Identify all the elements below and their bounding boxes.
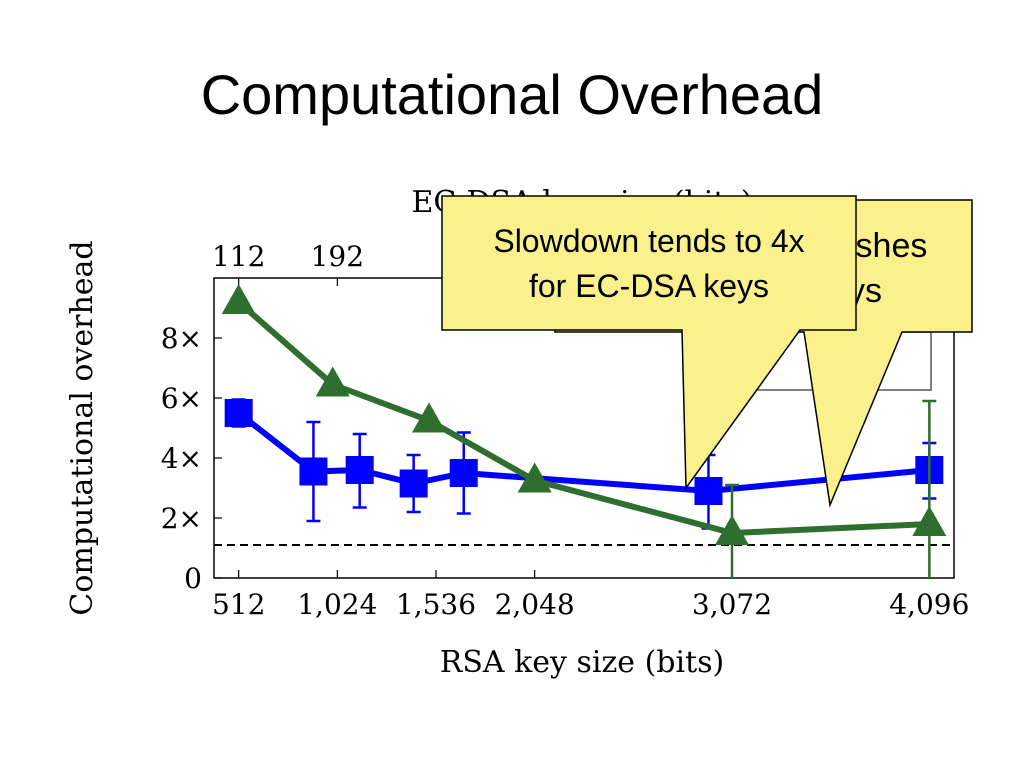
callout-back-line1: ishes [848, 227, 927, 265]
data-point [449, 459, 478, 487]
data-point [412, 402, 447, 433]
x-tick-label: 512 [212, 588, 265, 621]
series-1-line [236, 299, 930, 536]
x-tick-label: 2,048 [495, 588, 575, 621]
x-tick-label: 3,072 [692, 588, 772, 621]
x2-tick-label: 112 [212, 240, 265, 273]
data-point [912, 506, 947, 536]
data-point [221, 284, 256, 314]
data-point [694, 477, 723, 505]
data-point [517, 462, 552, 493]
data-point [224, 399, 253, 427]
data-point [715, 515, 749, 545]
series-0 [224, 398, 944, 530]
y-axis-label: Computational overhead [65, 240, 100, 615]
y-tick-label: 8× [161, 322, 202, 355]
series-1 [221, 284, 947, 578]
x2-tick-label: 192 [311, 240, 364, 273]
callout-front: Slowdown tends to 4x for EC-DSA keys [441, 195, 857, 491]
y-tick-label: 0 [184, 562, 202, 595]
data-point [399, 469, 428, 498]
callout-front-line1: Slowdown tends to 4x [493, 223, 804, 259]
x-tick-label: 1,536 [396, 588, 476, 621]
y-tick-label: 6× [161, 382, 202, 415]
y-tick-label: 2× [161, 502, 202, 535]
page-title: Computational Overhead [200, 63, 824, 126]
data-point [345, 456, 374, 484]
data-point [299, 457, 328, 486]
y-tick-label: 4× [161, 442, 202, 475]
ticks-layer: 512 1,024 1,536 2,048 3,072 4,096 112 192 0 2× 4× 6… [161, 240, 970, 621]
x-tick-label: 1,024 [297, 588, 377, 621]
x-tick-label: 4,096 [889, 588, 969, 621]
data-point [315, 366, 350, 397]
callout-front-line2: for EC-DSA keys [529, 268, 769, 304]
series-layer [221, 284, 947, 578]
x-axis-label: RSA key size (bits) [440, 645, 725, 680]
